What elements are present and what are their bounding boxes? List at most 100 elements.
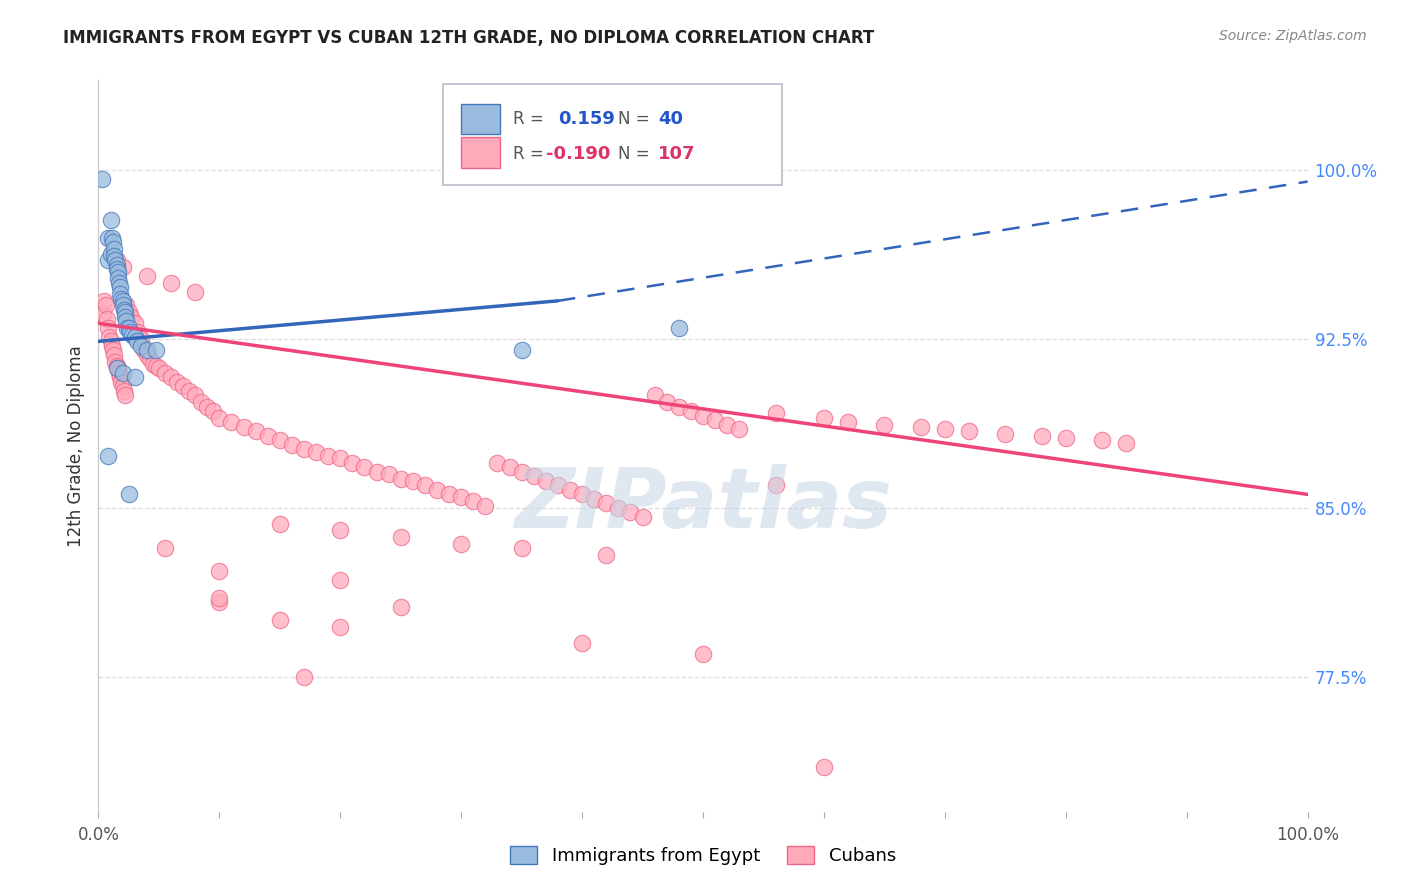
Point: [108, 366, 131, 380]
Point: [486, 456, 509, 470]
Point: [292, 442, 315, 457]
Point: [692, 647, 714, 661]
Point: [96, 311, 118, 326]
Point: [108, 287, 131, 301]
Point: [232, 420, 254, 434]
Point: [716, 417, 738, 432]
Point: [281, 438, 304, 452]
Point: [704, 413, 727, 427]
Point: [129, 332, 152, 346]
Point: [389, 599, 412, 614]
Point: [534, 474, 557, 488]
Point: [692, 409, 714, 423]
Point: [172, 379, 194, 393]
Point: [142, 357, 165, 371]
Point: [366, 465, 388, 479]
Point: [100, 212, 122, 227]
Point: [389, 472, 412, 486]
Text: R =: R =: [513, 145, 544, 163]
Point: [245, 425, 267, 439]
Point: [97, 321, 120, 335]
Point: [208, 595, 231, 609]
Point: [114, 310, 136, 324]
Point: [111, 293, 134, 308]
Point: [510, 343, 533, 358]
Point: [105, 361, 128, 376]
FancyBboxPatch shape: [461, 137, 501, 168]
Point: [184, 388, 207, 402]
Text: -0.190: -0.190: [546, 145, 610, 163]
Point: [124, 370, 146, 384]
FancyBboxPatch shape: [443, 84, 782, 185]
Point: [256, 429, 278, 443]
Point: [97, 253, 120, 268]
Point: [120, 310, 142, 324]
Point: [160, 276, 183, 290]
Point: [426, 483, 449, 497]
Point: [595, 496, 617, 510]
Text: N =: N =: [619, 110, 650, 128]
Point: [571, 636, 593, 650]
Point: [91, 307, 114, 321]
Text: ZIPatlas: ZIPatlas: [515, 464, 891, 545]
Point: [129, 339, 152, 353]
Point: [305, 444, 328, 458]
Point: [115, 314, 138, 328]
Point: [111, 379, 134, 393]
Point: [108, 276, 131, 290]
Point: [837, 416, 859, 430]
Point: [1031, 429, 1053, 443]
Point: [103, 249, 125, 263]
Point: [644, 388, 666, 402]
Point: [353, 460, 375, 475]
Point: [184, 285, 207, 299]
Point: [98, 330, 121, 344]
Point: [105, 359, 128, 373]
Point: [316, 449, 339, 463]
Point: [957, 425, 980, 439]
Point: [329, 524, 352, 538]
Point: [105, 258, 128, 272]
Point: [510, 465, 533, 479]
Text: 107: 107: [658, 145, 696, 163]
Point: [97, 231, 120, 245]
Point: [179, 384, 201, 398]
Point: [110, 292, 132, 306]
Point: [765, 406, 787, 420]
Text: 0.159: 0.159: [558, 110, 614, 128]
Point: [166, 375, 188, 389]
Point: [474, 499, 496, 513]
Point: [190, 395, 212, 409]
Point: [108, 370, 131, 384]
Point: [413, 478, 436, 492]
Point: [668, 400, 690, 414]
Point: [1054, 431, 1077, 445]
Point: [607, 500, 630, 515]
Point: [934, 422, 956, 436]
Point: [208, 564, 231, 578]
Point: [134, 343, 156, 358]
Point: [105, 253, 128, 268]
Point: [118, 321, 141, 335]
Point: [105, 262, 128, 277]
Point: [112, 384, 135, 398]
Point: [269, 614, 291, 628]
Point: [139, 352, 162, 367]
Point: [118, 487, 141, 501]
Point: [110, 375, 132, 389]
Point: [118, 305, 141, 319]
Point: [100, 334, 122, 349]
Point: [510, 541, 533, 556]
Point: [124, 330, 146, 344]
Point: [124, 316, 146, 330]
Point: [195, 400, 218, 414]
Point: [121, 327, 143, 342]
Point: [111, 260, 134, 274]
Point: [450, 490, 472, 504]
Point: [153, 366, 176, 380]
Point: [111, 366, 134, 380]
Point: [595, 548, 617, 562]
Point: [583, 491, 606, 506]
Y-axis label: 12th Grade, No Diploma: 12th Grade, No Diploma: [66, 345, 84, 547]
Point: [342, 456, 364, 470]
